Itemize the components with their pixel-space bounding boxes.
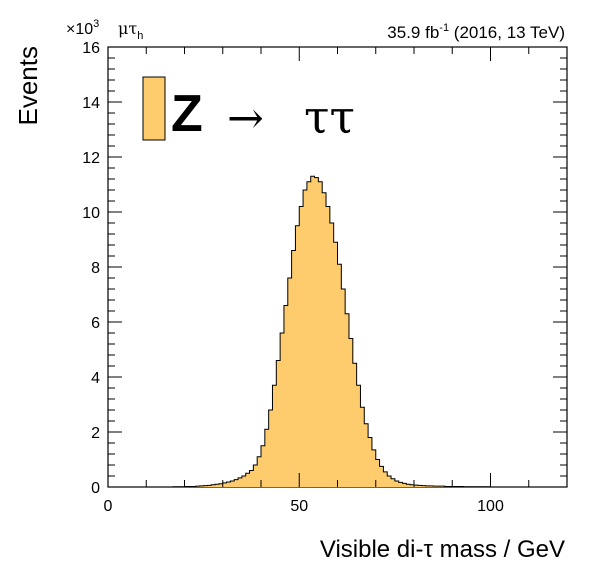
histogram-bin [261,445,266,487]
histogram-bin [410,484,415,487]
histogram-bin [425,485,430,487]
histogram-bin [368,437,373,487]
histogram-bin [322,192,327,487]
x-axis-ticks: 0 50 100 [104,47,568,515]
histogram-bin [417,485,423,487]
histogram-bin [333,242,338,487]
histogram-bin [295,225,300,487]
luminosity-label: 35.9 fb-1 (2016, 13 TeV) [387,22,565,42]
histogram-bin [329,223,335,487]
y-tick-label: 8 [91,260,100,277]
histogram-bin [421,485,426,487]
histogram-bin [364,423,369,487]
histogram-bin [337,264,342,487]
legend-decay: ττ [304,90,355,144]
histogram-bin [207,485,212,487]
histogram-bin [249,470,254,487]
histogram-bin [303,190,308,487]
histogram-bars [173,176,491,487]
histogram-bin [226,482,231,487]
histogram-bin [276,360,281,487]
histogram-bin [306,181,312,487]
histogram-bin [348,338,354,487]
histogram-bin [391,478,396,487]
histogram-bin [318,181,323,487]
histogram-bin [314,177,319,487]
histogram-bin [402,483,407,487]
y-tick-label: 4 [91,370,100,387]
histogram-bin [203,485,208,487]
y-tick-label: 2 [91,425,100,442]
y-tick-label: 0 [91,480,100,497]
y-tick-label: 12 [82,150,100,167]
histogram-bin [429,485,434,487]
histogram-bin [406,484,411,487]
histogram-bin [272,385,277,487]
y-tick-label: 6 [91,315,100,332]
histogram-bin [218,483,224,487]
histogram-bin [245,473,250,487]
histogram-bin [310,176,315,487]
y-multiplier: ×103 [66,18,99,38]
histogram-bin [253,465,258,487]
histogram-bin [230,480,235,487]
histogram-bin [211,484,216,487]
histogram-bin [199,485,205,487]
y-tick-label: 14 [82,95,100,112]
histogram-bin [383,471,388,487]
histogram-bin [379,466,384,487]
histogram-bin [371,449,377,487]
histogram-bin [299,206,304,487]
histogram-bin [280,333,285,487]
histogram-bin [257,456,262,487]
histogram-bin [291,250,296,487]
legend-boson: Z [171,85,203,143]
histogram-bin [283,305,289,487]
histogram-bin [268,410,273,487]
histogram-bin [345,313,350,487]
y-axis-title: Events [13,46,43,126]
histogram-bin [360,407,365,487]
histogram-bin [375,459,380,487]
histogram-bin [241,476,247,487]
histogram-bin [287,278,292,487]
histogram-bin [238,477,243,487]
y-tick-label: 10 [82,205,100,222]
histogram-bin [414,485,419,487]
histogram-bin [326,206,331,487]
histogram-bin [394,480,400,487]
x-tick-label: 100 [477,498,504,515]
histogram-outline [172,175,491,488]
channel-label: μτh [118,19,143,42]
y-tick-label: 16 [82,40,100,57]
x-tick-label: 0 [104,498,113,515]
histogram-bin [215,484,220,487]
x-tick-label: 50 [290,498,308,515]
histogram-bin [341,289,346,487]
histogram-bin [264,429,270,487]
histogram-bin [222,482,227,487]
y-axis-ticks: 0 2 4 6 8 10 12 14 16 [82,40,567,497]
histogram-bin [387,476,392,487]
legend-swatch [142,76,166,141]
x-axis-title: Visible di-τ mass / GeV [320,536,565,563]
histogram-bin [398,482,403,487]
histogram-bin [234,479,239,487]
histogram-bin [352,363,358,487]
histogram-bin [356,385,361,487]
legend-arrow: → [227,93,264,144]
